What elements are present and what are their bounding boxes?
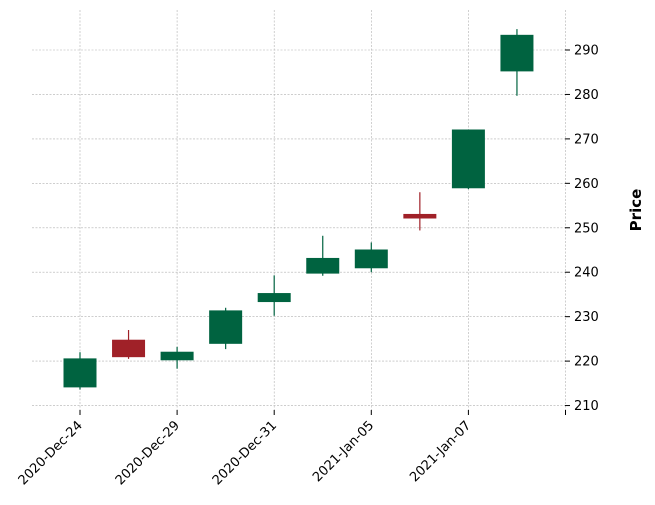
candle-body-up <box>354 249 388 269</box>
candle-body-up <box>209 310 243 344</box>
candle-body-up <box>451 129 485 189</box>
candle-body-up <box>160 351 194 361</box>
x-tick-label: 2020-Dec-24 <box>16 418 86 488</box>
y-axis: 210 220 230 240 250 260 270 280 290 <box>565 44 599 414</box>
candles <box>63 29 534 390</box>
y-tick-label: 240 <box>574 266 599 281</box>
x-axis: 2020-Dec-24 2020-Dec-29 2020-Dec-31 2021-Ja… <box>16 410 566 488</box>
y-tick-label: 260 <box>574 177 599 192</box>
x-tick-label: 2020-Dec-31 <box>210 418 280 488</box>
candle-body-down <box>403 213 437 219</box>
x-tick-label: 2021-Jan-05 <box>310 418 377 485</box>
y-tick-label: 230 <box>574 310 599 325</box>
x-tick-label: 2020-Dec-29 <box>113 418 183 488</box>
y-tick-label: 250 <box>574 221 599 236</box>
y-grid <box>32 49 565 406</box>
candle-body-down <box>112 339 146 358</box>
candle-body-up <box>257 293 291 303</box>
y-tick-label: 290 <box>574 44 599 59</box>
y-axis-title: Price <box>627 189 645 232</box>
x-tick-label: 2021-Jan-07 <box>407 418 474 485</box>
y-tick-label: 220 <box>574 355 599 370</box>
y-tick-label: 280 <box>574 88 599 103</box>
y-tick-label: 210 <box>574 399 599 414</box>
y-tick-label: 270 <box>574 132 599 147</box>
candle-body-up <box>306 257 340 274</box>
x-grid <box>79 10 566 410</box>
candle-body-up <box>500 34 534 72</box>
candle-body-up <box>63 358 97 388</box>
